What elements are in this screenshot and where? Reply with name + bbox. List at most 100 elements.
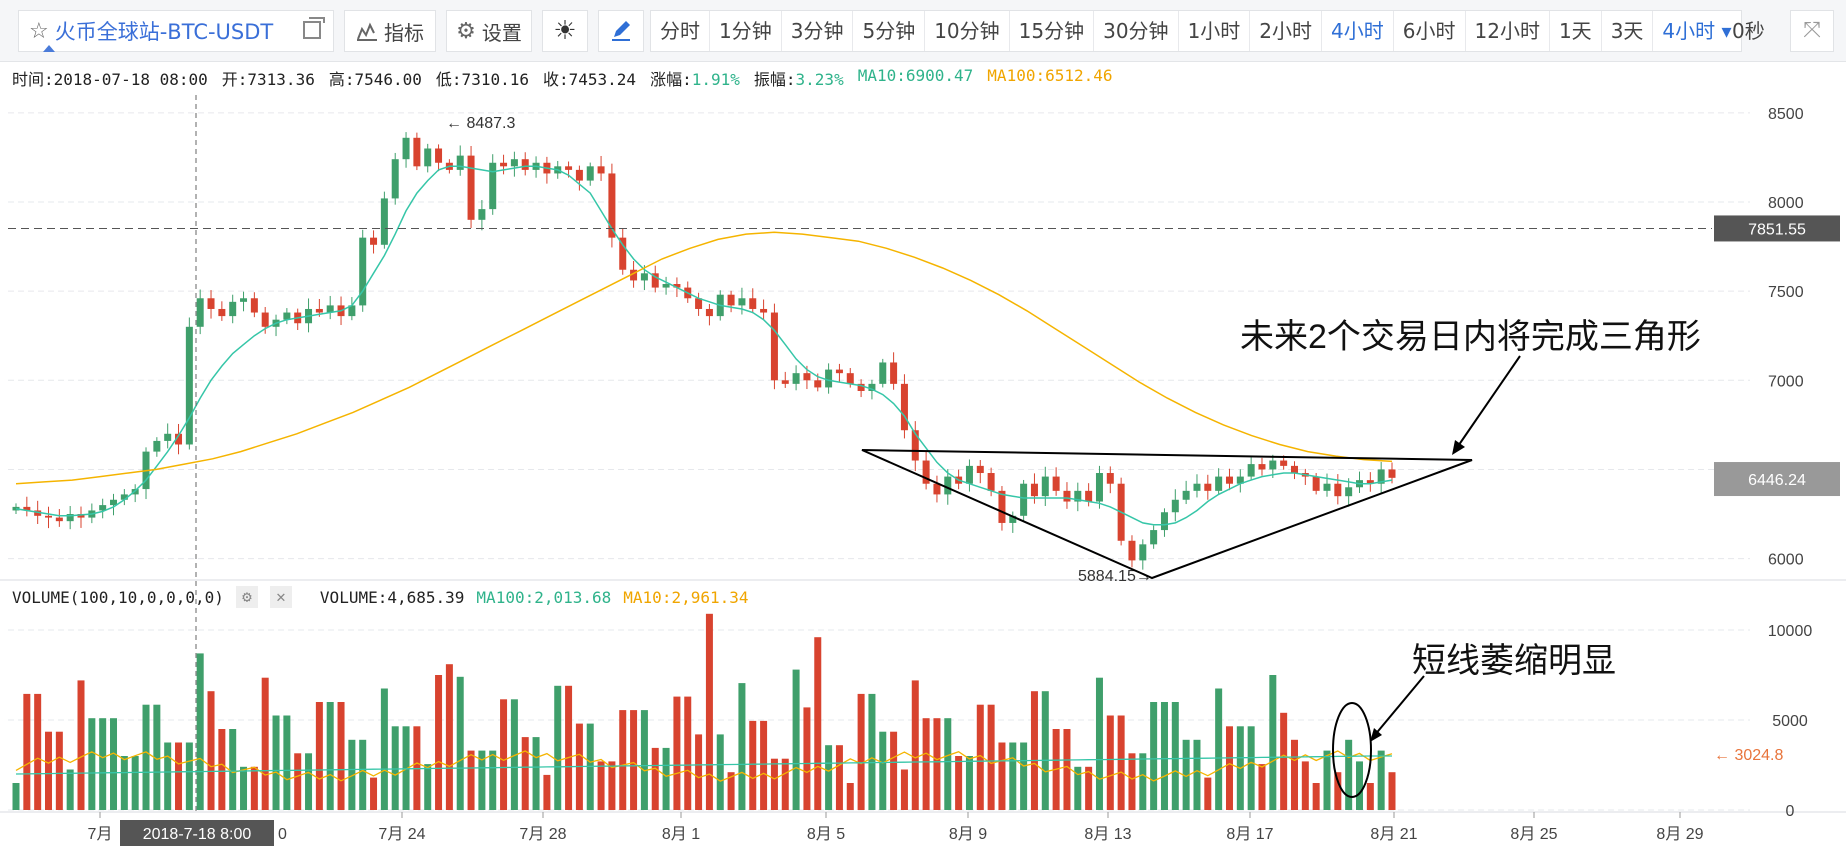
volume-bar <box>1171 702 1179 810</box>
annotation-arrow-line <box>1453 355 1521 453</box>
candle-body <box>792 373 800 384</box>
volume-bar <box>1182 739 1190 810</box>
volume-settings-button[interactable]: ⚙ <box>235 586 258 608</box>
current-price-tag <box>1714 215 1840 242</box>
volume-bar <box>879 731 887 810</box>
tab-timeframe-5[interactable]: 15分钟 <box>1010 11 1095 51</box>
volume-bar <box>1085 766 1093 810</box>
volume-bar <box>424 764 432 810</box>
candle-body <box>45 515 53 518</box>
tab-timeframe-8[interactable]: 2小时 <box>1250 11 1323 51</box>
symbol-selector[interactable]: ☆ 火币全球站-BTC-USDT <box>18 10 334 52</box>
volume-bar <box>110 718 118 810</box>
volume-ma10-line <box>15 750 1393 782</box>
candle-body <box>1193 483 1201 491</box>
tab-timeframe-2[interactable]: 3分钟 <box>782 11 854 51</box>
candle-body <box>846 373 854 384</box>
candle-body <box>66 514 74 522</box>
volume-close-button[interactable]: ✕ <box>269 586 292 608</box>
x-tick-label: 0 <box>278 826 287 843</box>
price-tick-label: 6500 <box>1768 462 1804 479</box>
x-tick-label: 7月 24 <box>378 826 425 843</box>
volume-bar <box>554 685 562 810</box>
timeframe-dropdown[interactable]: 4小时 ▾ <box>1662 19 1732 43</box>
volume-bar <box>987 704 995 810</box>
volume-bar <box>1117 715 1125 810</box>
volume-bar <box>803 707 811 810</box>
candle-body <box>630 269 638 281</box>
candle-body <box>391 159 399 199</box>
x-tick-label: 8月 5 <box>807 826 845 843</box>
candle-body <box>175 433 183 445</box>
volume-bar <box>456 676 464 810</box>
volume-bar <box>651 747 659 810</box>
tab-timeframe-9[interactable]: 4小时 <box>1322 11 1394 51</box>
tab-timeframe-13[interactable]: 3天 <box>1602 11 1654 51</box>
candle-body <box>1052 476 1060 491</box>
popout-window-icon[interactable] <box>303 17 325 39</box>
candle-body <box>976 465 984 474</box>
volume-bar <box>1106 715 1114 810</box>
candle-body <box>922 460 930 484</box>
candle-body <box>261 312 269 327</box>
tab-timeframe-1[interactable]: 1分钟 <box>710 11 782 51</box>
volume-bar <box>510 699 518 810</box>
volume-bar <box>12 783 20 810</box>
candle-body <box>738 298 746 306</box>
volume-bar <box>229 729 237 810</box>
candle-body <box>1225 476 1233 484</box>
volume-bar <box>413 726 421 810</box>
tab-timeframe-0[interactable]: 分时 <box>651 11 710 51</box>
candle-body <box>337 305 345 317</box>
tab-timeframe-6[interactable]: 30分钟 <box>1094 11 1179 51</box>
tab-timeframe-4[interactable]: 10分钟 <box>925 11 1010 51</box>
volume-bar <box>445 664 453 810</box>
tab-timeframe-3[interactable]: 5分钟 <box>853 11 926 51</box>
candle-body <box>250 298 258 313</box>
volume-value: VOLUME:4,685.39 <box>319 587 465 607</box>
star-icon[interactable]: ☆ <box>29 18 49 44</box>
symbol-name[interactable]: 火币全球站-BTC-USDT <box>54 20 274 44</box>
candle-body <box>770 312 778 381</box>
tab-timeframe-7[interactable]: 1小时 <box>1179 11 1251 51</box>
theme-toggle-button[interactable]: ☀ <box>542 10 588 52</box>
volume-bar <box>890 731 898 810</box>
volume-bar <box>1215 688 1223 810</box>
volume-bar <box>1128 753 1136 810</box>
tab-timeframe-10[interactable]: 6小时 <box>1394 11 1466 51</box>
volume-bar <box>597 761 605 810</box>
draw-tool-button[interactable] <box>598 10 644 52</box>
candle-body <box>1139 544 1147 561</box>
candle-body <box>380 198 388 245</box>
candle-body <box>781 380 789 384</box>
candle-body <box>402 137 410 160</box>
candle-body <box>315 308 323 313</box>
volume-bar <box>608 761 616 810</box>
candle-body <box>1041 476 1049 497</box>
x-tick-label: 7月 28 <box>519 826 566 843</box>
candle-body <box>500 162 508 167</box>
volume-bar <box>1225 726 1233 810</box>
volume-tick-label: 5000 <box>1772 713 1808 730</box>
tab-timeframe-12[interactable]: 1天 <box>1550 11 1602 51</box>
candle-body <box>1215 476 1223 491</box>
candle-body <box>716 294 724 317</box>
candle-body <box>1366 480 1374 484</box>
settings-button[interactable]: ⚙ 设置 <box>446 10 532 52</box>
volume-bar <box>489 750 497 810</box>
tab-timeframe-11[interactable]: 12小时 <box>1466 11 1550 51</box>
volume-indicator-label: VOLUME(100,10,0,0,0,0) <box>12 587 224 607</box>
candle-body <box>77 514 85 518</box>
candle-body <box>900 383 908 431</box>
sun-icon: ☀ <box>553 16 577 46</box>
candle-body <box>34 510 42 516</box>
candle-body <box>294 312 302 324</box>
volume-bar <box>846 783 854 810</box>
volume-bar <box>240 766 248 810</box>
x-tick-label: 8月 13 <box>1084 826 1131 843</box>
indicators-button[interactable]: 指标 <box>344 10 436 52</box>
fullscreen-button[interactable]: ⤧ <box>1790 10 1834 52</box>
candle-body <box>55 517 63 522</box>
volume-bar <box>175 742 183 810</box>
